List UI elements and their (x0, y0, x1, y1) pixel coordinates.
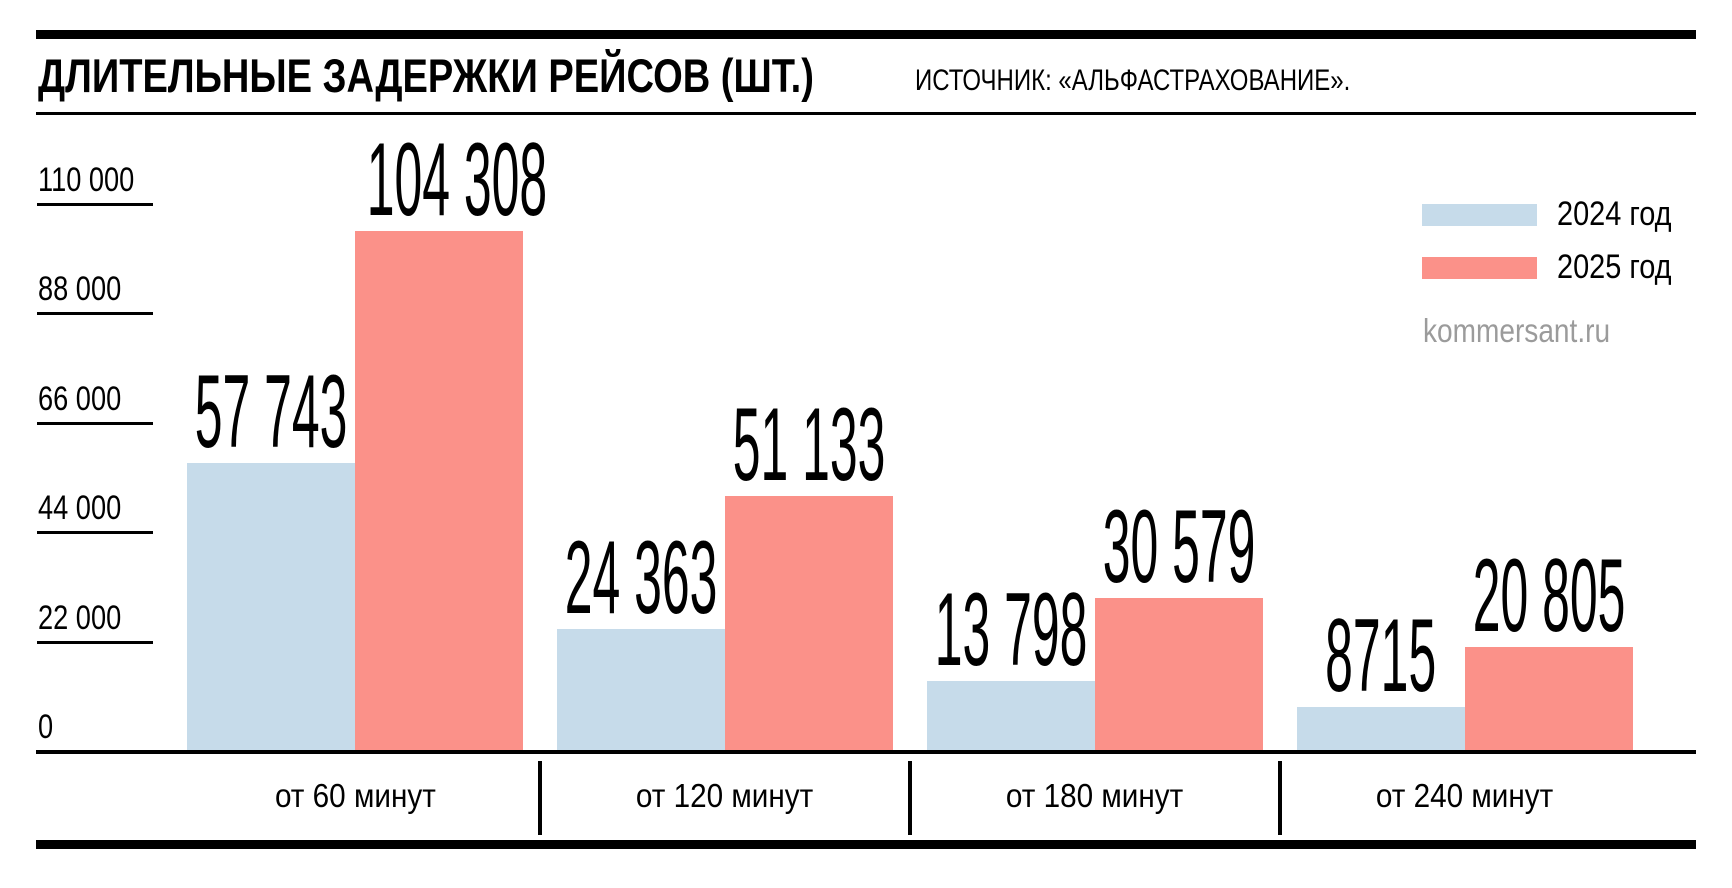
bar-2024-4 (1297, 707, 1465, 750)
category-divider (538, 761, 542, 835)
bar-2024-3 (927, 681, 1095, 750)
category-label: от 60 минут (274, 777, 436, 814)
y-tick-label: 110 000 (38, 161, 135, 199)
bar-2025-4 (1465, 647, 1633, 750)
legend-label-2025: 2025 год (1557, 248, 1672, 286)
bar-value-label: 13 798 (934, 572, 1088, 688)
bar-2024-2 (557, 629, 725, 750)
bar-2024-1 (187, 463, 355, 750)
category-label: от 120 минут (636, 777, 814, 814)
bar-value-label: 20 805 (1472, 538, 1626, 654)
y-tick-line (37, 422, 153, 425)
y-tick-line (37, 312, 153, 315)
source-label: ИСТОЧНИК: «АЛЬФАСТРАХОВАНИЕ». (915, 63, 1459, 99)
y-tick-line (37, 641, 153, 644)
watermark: kommersant.ru (1423, 312, 1611, 349)
y-tick-label: 66 000 (38, 380, 122, 418)
chart-title: ДЛИТЕЛЬНЫЕ ЗАДЕРЖКИ РЕЙСОВ (ШТ.) (38, 50, 996, 102)
category-label: от 240 минут (1376, 777, 1554, 814)
legend-label-2024: 2024 год (1557, 195, 1672, 233)
bar-2025-1 (355, 231, 523, 750)
top-rule (36, 30, 1696, 39)
bar-2025-3 (1095, 598, 1263, 750)
category-label: от 180 минут (1006, 777, 1184, 814)
y-tick-line (37, 531, 153, 534)
bar-value-label: 30 579 (1102, 489, 1256, 605)
y-tick-label: 22 000 (38, 599, 122, 637)
y-tick-label: 44 000 (38, 489, 122, 527)
bottom-rule (36, 840, 1696, 849)
category-divider (908, 761, 912, 835)
bar-value-label: 104 308 (366, 122, 548, 238)
header-rule (36, 112, 1696, 115)
x-axis-baseline (36, 750, 1696, 754)
legend-swatch-2024 (1422, 204, 1537, 226)
bar-value-label: 51 133 (732, 387, 886, 503)
bar-value-label: 57 743 (194, 354, 348, 470)
y-tick-label: 0 (38, 708, 54, 746)
bar-value-label: 8715 (1325, 598, 1437, 714)
category-divider (1278, 761, 1282, 835)
y-tick-label: 88 000 (38, 270, 122, 308)
y-tick-line (37, 203, 153, 206)
chart-title-text: ДЛИТЕЛЬНЫЕ ЗАДЕРЖКИ РЕЙСОВ (ШТ.) (38, 49, 814, 102)
bar-2025-2 (725, 496, 893, 750)
legend-swatch-2025 (1422, 257, 1537, 279)
source-label-text: ИСТОЧНИК: «АЛЬФАСТРАХОВАНИЕ». (915, 64, 1351, 97)
bar-value-label: 24 363 (564, 520, 718, 636)
